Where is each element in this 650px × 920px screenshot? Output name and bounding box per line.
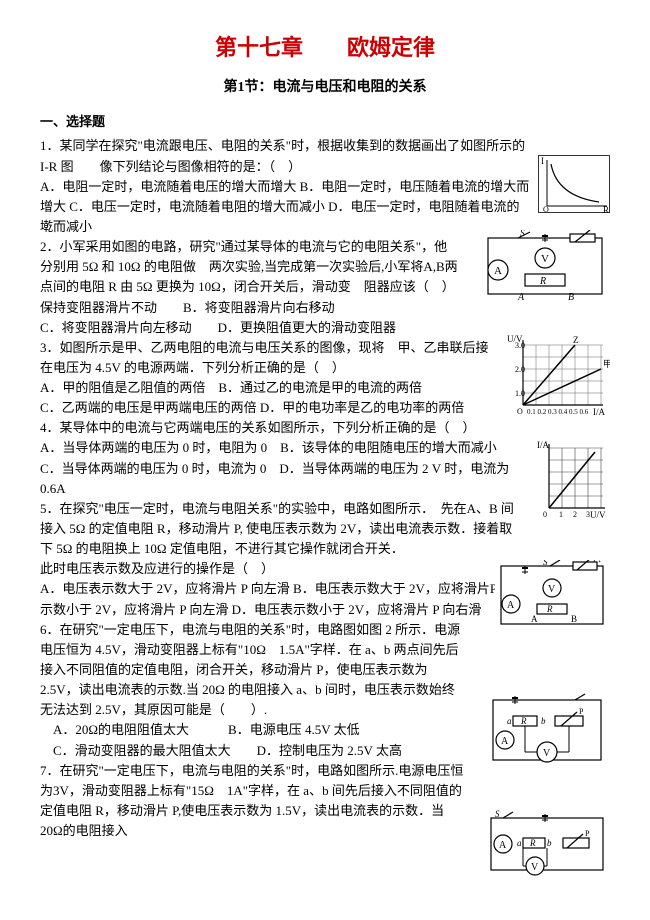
svg-text:B: B [568,292,574,302]
svg-text:A: A [499,840,507,851]
svg-text:B: B [571,614,577,624]
q3-text-b: A．甲的阻值是乙阻值的两倍 B．通过乙的电流是甲的电流的两倍 [40,378,490,398]
svg-text:3: 3 [586,510,590,519]
svg-text:R: R [539,276,546,287]
q6-text-a: 6．在研究"一定电压下，电流与电阻的关系"时，电路图如图 2 所示．电源电压恒为… [40,620,465,721]
svg-text:R: R [529,838,536,848]
svg-text:2: 2 [573,510,577,519]
svg-text:R: R [546,604,553,614]
svg-text:S: S [543,560,548,567]
q4-text-a: 4．某导体中的电流与它两端电压的关系如图所示，下列分析正确的是（ ） [40,418,515,438]
figure-ir-curve: I R O [538,155,610,213]
svg-text:A: A [494,265,502,277]
svg-text:V: V [548,584,556,595]
figure-ui-chart: U/V I/A Z 甲 3.0 2.0 1.0 O 0.1 0.2 0.3 0.… [505,330,610,418]
svg-text:R: R [520,716,527,726]
svg-text:Z: Z [573,335,579,345]
svg-text:P: P [579,707,584,716]
svg-text:甲: 甲 [603,359,610,369]
figure-circuit-3: R a b P A V [485,690,610,775]
svg-text:U/V: U/V [590,510,606,520]
svg-text:b: b [547,838,552,848]
svg-text:V: V [543,748,551,759]
svg-text:a: a [507,716,512,726]
q1-text-a: 1．某同学在探究"电流跟电压、电阻的关系"时，根据收集到的数据画出了如图所示的 … [40,136,530,176]
q7-text-a: 7．在研究"一定电压下，电流与电阻的关系"时，电路如图所示.电源电压恒为3V，滑… [40,761,465,842]
svg-text:S: S [520,230,525,238]
svg-text:S: S [495,810,500,819]
q2-text-c: C．将变阻器滑片向左移动 D．更换阻值更大的滑动变阻器 [40,318,490,338]
svg-text:0.1 0.2 0.3 0.4 0.5 0.6: 0.1 0.2 0.3 0.4 0.5 0.6 [527,408,589,416]
svg-text:O: O [517,407,523,416]
q1-text-b: A．电阻一定时，电流随着电压的增大而增大 B．电阻一定时，电压随着电流的增大而增… [40,177,530,237]
figure-circuit-2: S P↓ A V R A B [495,560,610,630]
svg-text:O: O [543,205,549,214]
svg-text:I: I [541,156,544,166]
svg-text:A: A [531,614,538,624]
figure-circuit-1: A V R S A B [480,230,610,302]
figure-iu-chart: I/A U/V 0 1 2 3 [535,440,610,520]
svg-text:A: A [501,736,509,747]
svg-text:1.0: 1.0 [515,389,525,398]
svg-text:b: b [541,716,546,726]
figure-circuit-4: S A R a b P V [485,810,610,880]
svg-text:P: P [585,829,590,838]
svg-text:3.0: 3.0 [515,341,525,350]
svg-text:2.0: 2.0 [515,365,525,374]
svg-text:P↓: P↓ [593,560,601,564]
chapter-title: 第十七章 欧姆定律 [40,30,610,65]
svg-text:R: R [603,205,609,214]
svg-text:A: A [507,600,515,611]
q4-text-b: A．当导体两端的电压为 0 时，电阻为 0 B．该导体的电阻随电压的增大而减小 [40,438,515,458]
svg-text:V: V [541,253,549,265]
q5-text-b: 此时电压表示数及应进行的操作是（ ） [40,559,475,579]
svg-text:0: 0 [543,510,547,519]
svg-text:a: a [517,838,522,848]
q3-text-a: 3．如图所示是甲、乙两电阻的电流与电压关系的图像，现将 甲、乙串联后接在电压为 … [40,338,490,378]
svg-text:V: V [531,862,539,873]
section-heading: 一、选择题 [40,112,610,133]
q2-text-a: 2．小军采用如图的电路，研究"通过某导体的电流与它的电阻关系"，他分别用 5Ω … [40,237,460,297]
section-title: 第1节：电流与电压和电阻的关系 [40,77,610,99]
svg-text:I/A: I/A [593,407,605,417]
svg-text:I/A: I/A [537,440,549,450]
q4-text-c: C．当导体两端的电压为 0 时，电流为 0 D．当导体两端的电压为 2 V 时，… [40,459,515,499]
svg-text:A: A [517,292,525,302]
q5-text-a: 5．在探究"电压一定时，电流与电阻关系"的实验中，电路如图所示． 先在A、B 间… [40,499,515,559]
svg-text:1: 1 [559,510,563,519]
